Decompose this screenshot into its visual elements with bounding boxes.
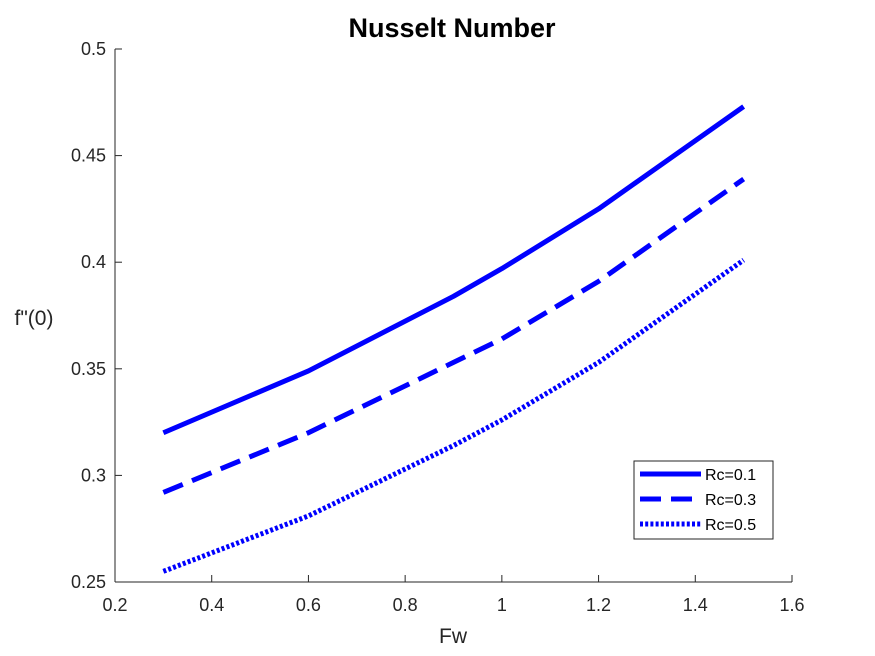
y-axis-label: f"(0) <box>15 307 54 330</box>
y-tick-label: 0.3 <box>81 465 106 485</box>
y-tick-label: 0.25 <box>71 572 106 592</box>
y-ticks: 0.25 0.3 0.35 0.4 0.45 0.5 <box>71 39 122 592</box>
legend-label-3: Rc=0.5 <box>705 517 756 534</box>
x-tick-label: 0.4 <box>199 595 224 615</box>
x-tick-label: 1.6 <box>779 595 804 615</box>
legend-label-1: Rc=0.1 <box>705 467 756 484</box>
series-line-1 <box>162 104 746 436</box>
x-tick-label: 1.2 <box>586 595 611 615</box>
y-tick-label: 0.5 <box>81 39 106 59</box>
x-tick-label: 0.2 <box>102 595 127 615</box>
x-tick-label: 1.4 <box>683 595 708 615</box>
plot-lines <box>162 104 746 574</box>
legend-label-2: Rc=0.3 <box>705 492 756 509</box>
y-tick-label: 0.35 <box>71 359 106 379</box>
x-tick-label: 0.8 <box>393 595 418 615</box>
series-line-2 <box>162 177 746 495</box>
x-tick-label: 0.6 <box>296 595 321 615</box>
y-tick-label: 0.4 <box>81 252 106 272</box>
axes <box>114 49 792 583</box>
series-line-3 <box>162 258 746 574</box>
x-axis-label: Fw <box>439 625 468 648</box>
y-tick-label: 0.45 <box>71 146 106 166</box>
chart-title: Nusselt Number <box>348 13 556 43</box>
x-tick-label: 1 <box>497 595 507 615</box>
legend: Rc=0.1 Rc=0.3 Rc=0.5 <box>633 460 774 540</box>
x-ticks: 0.2 0.4 0.6 0.8 1 1.2 1.4 1.6 <box>102 575 805 615</box>
